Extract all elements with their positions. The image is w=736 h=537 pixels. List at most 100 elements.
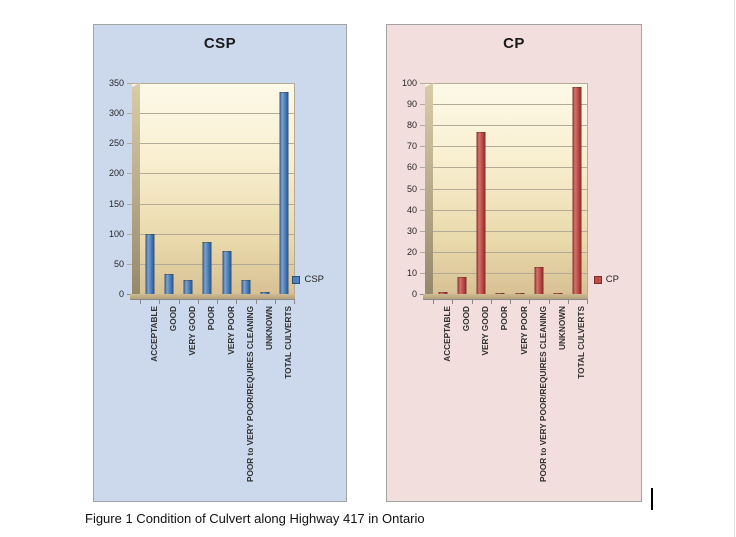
text-cursor bbox=[651, 488, 653, 510]
gridline bbox=[420, 188, 587, 190]
y-axis-label: 150 bbox=[108, 198, 124, 209]
x-axis-tick bbox=[197, 300, 199, 304]
bars bbox=[140, 83, 294, 294]
chart-panel-csp: CSP 0 50 100 150 200 250 300 350 ACCEPTABLE GOOD… bbox=[93, 24, 347, 502]
chart-floor bbox=[423, 294, 588, 300]
bar bbox=[495, 292, 505, 294]
bar-slot bbox=[433, 83, 452, 294]
x-axis-tick bbox=[159, 300, 161, 304]
x-axis-tick bbox=[490, 300, 492, 304]
x-axis-label: POOR bbox=[207, 306, 217, 331]
x-axis-tick bbox=[274, 300, 276, 304]
bar bbox=[534, 266, 544, 294]
bar-slot bbox=[510, 83, 529, 294]
bar bbox=[515, 292, 525, 294]
bar-slot bbox=[472, 83, 491, 294]
bar bbox=[183, 280, 193, 294]
y-axis-label: 250 bbox=[108, 138, 124, 149]
bar bbox=[476, 131, 486, 294]
bar bbox=[553, 292, 563, 294]
y-axis-label: 40 bbox=[406, 204, 417, 215]
chart-panel-cp: CP 0 10 20 30 40 50 60 70 80 90 100 ACCEPTABLE GOOD… bbox=[386, 24, 642, 502]
bar-slot bbox=[140, 83, 159, 294]
x-axis-label: TOTAL CULVERTS bbox=[577, 306, 587, 379]
x-axis-tick bbox=[433, 300, 434, 304]
y-axis-label: 10 bbox=[406, 267, 417, 278]
gridline bbox=[127, 143, 294, 145]
bars bbox=[433, 83, 587, 294]
page-edge-line bbox=[734, 0, 735, 537]
bar bbox=[457, 277, 467, 294]
y-axis: 0 10 20 30 40 50 60 70 80 90 100 bbox=[387, 78, 419, 299]
gridline bbox=[127, 233, 294, 235]
x-axis-label: UNKNOWN bbox=[558, 306, 568, 350]
chart-title: CP bbox=[503, 35, 525, 52]
gridline bbox=[420, 104, 587, 106]
x-axis-label: GOOD bbox=[168, 306, 178, 332]
bar bbox=[164, 274, 174, 294]
x-axis-tick bbox=[452, 300, 454, 304]
left-wall bbox=[425, 83, 433, 299]
x-axis-label: POOR to VERY POOR/REQUIRES CLEANING bbox=[245, 306, 255, 483]
y-axis-label: 0 bbox=[411, 289, 417, 299]
gridline bbox=[420, 230, 587, 232]
y-axis-label: 50 bbox=[113, 258, 124, 269]
x-axis-label: POOR to VERY POOR/REQUIRES CLEANING bbox=[538, 306, 548, 483]
x-axis-labels: ACCEPTABLE GOOD VERY GOOD POOR VERY POOR POOR… bbox=[433, 304, 587, 494]
y-axis-label: 90 bbox=[406, 99, 417, 110]
y-axis-label: 200 bbox=[108, 168, 124, 179]
y-axis-label: 50 bbox=[406, 183, 417, 194]
gridline bbox=[127, 113, 294, 115]
bar bbox=[241, 279, 251, 294]
x-axis-tick bbox=[529, 300, 531, 304]
x-axis-tick bbox=[567, 300, 569, 304]
y-axis-label: 100 bbox=[401, 78, 417, 88]
bar bbox=[438, 291, 448, 294]
bar bbox=[222, 250, 232, 294]
y-axis-label: 100 bbox=[108, 228, 124, 239]
gridline bbox=[420, 272, 587, 274]
figure-caption: Figure 1 Condition of Culvert along High… bbox=[85, 511, 425, 526]
x-axis-tick bbox=[236, 300, 238, 304]
bar bbox=[260, 291, 270, 294]
bar-slot bbox=[256, 83, 275, 294]
x-axis-label: ACCEPTABLE bbox=[149, 306, 159, 362]
x-axis-label: TOTAL CULVERTS bbox=[284, 306, 294, 379]
y-axis-label: 350 bbox=[108, 78, 124, 88]
bar-slot bbox=[275, 83, 294, 294]
x-axis-tick bbox=[255, 300, 257, 304]
legend-label: CP bbox=[605, 274, 619, 285]
chart-title: CSP bbox=[203, 35, 237, 52]
bar bbox=[145, 233, 155, 294]
x-axis-tick bbox=[140, 300, 141, 304]
gridline bbox=[127, 203, 294, 205]
x-axis-tick bbox=[510, 300, 511, 304]
x-axis-ticks bbox=[140, 300, 295, 304]
left-wall bbox=[132, 83, 140, 299]
x-axis-label: POOR bbox=[500, 306, 510, 331]
legend-label: CSP bbox=[304, 274, 324, 285]
x-axis-label: GOOD bbox=[461, 306, 471, 332]
y-axis-label: 60 bbox=[406, 162, 417, 173]
gridline bbox=[420, 146, 587, 148]
y-axis-label: 300 bbox=[108, 108, 124, 119]
bar bbox=[572, 87, 582, 294]
x-axis-tick bbox=[587, 300, 588, 304]
bar-slot bbox=[491, 83, 510, 294]
gridline bbox=[420, 251, 587, 253]
x-axis-tick bbox=[471, 300, 473, 304]
x-axis-label: VERY GOOD bbox=[481, 306, 491, 356]
plot-area bbox=[420, 83, 588, 304]
y-axis-label: 30 bbox=[406, 225, 417, 236]
bar-slot bbox=[529, 83, 548, 294]
x-axis-label: VERY GOOD bbox=[188, 306, 198, 356]
bar bbox=[202, 241, 212, 294]
gridline bbox=[127, 173, 294, 175]
x-axis-tick bbox=[217, 300, 218, 304]
bar bbox=[279, 92, 289, 294]
y-axis-label: 0 bbox=[118, 289, 124, 299]
x-axis-ticks bbox=[433, 300, 588, 304]
x-axis-tick bbox=[548, 300, 550, 304]
bar-slot bbox=[217, 83, 236, 294]
plot-area bbox=[127, 83, 295, 304]
